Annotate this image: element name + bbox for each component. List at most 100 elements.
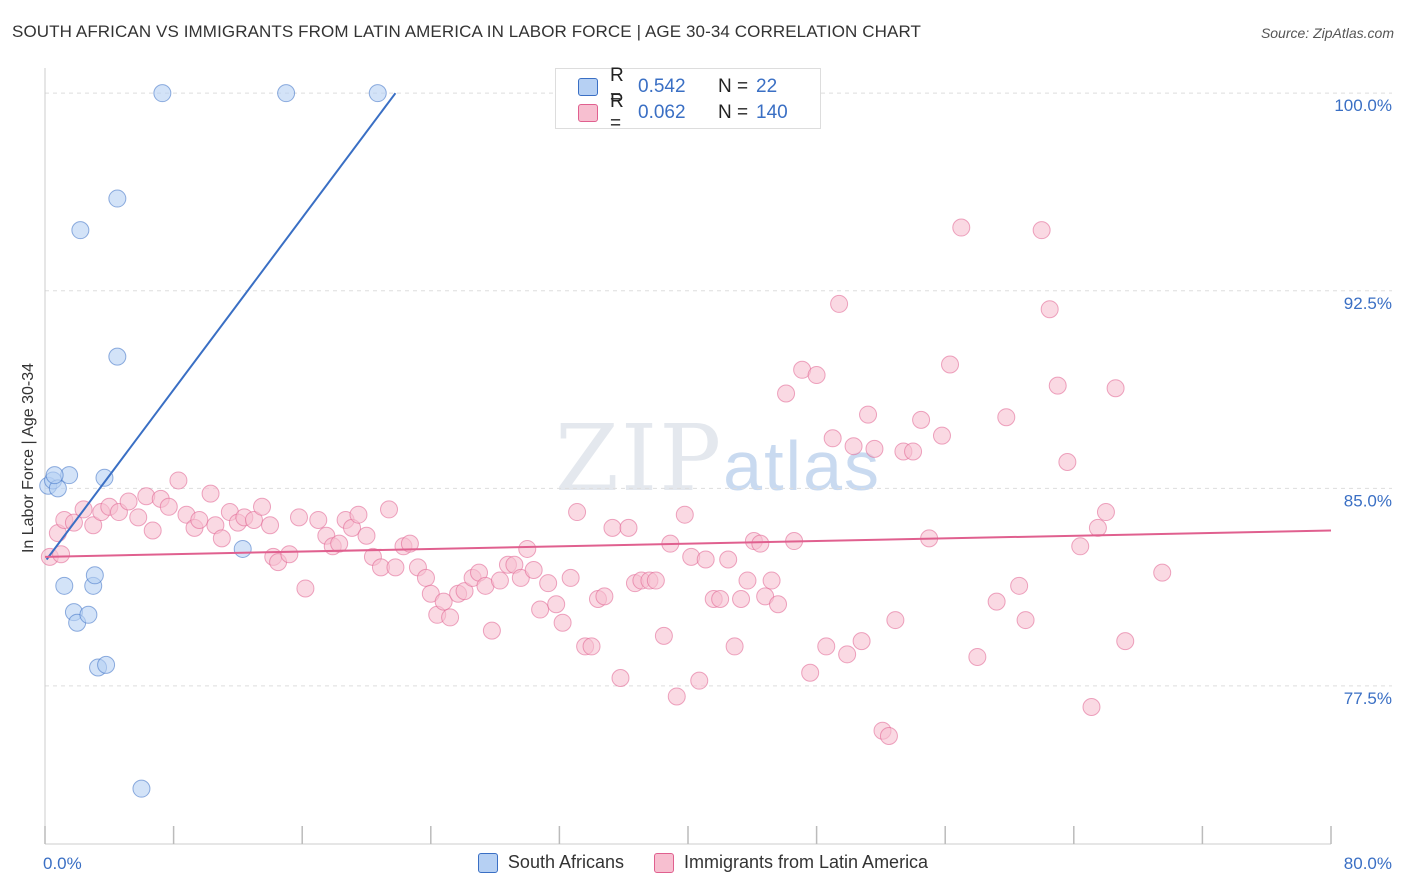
correlation-legend: R = 0.542 N = 22 R = 0.062 N = 140 <box>555 65 821 134</box>
point-latin-america <box>865 439 884 458</box>
point-latin-america <box>421 584 440 603</box>
y-tick-label: 92.5% <box>1344 294 1392 313</box>
legend-swatch-pink <box>654 852 674 873</box>
legend-label-latin-america: Immigrants from Latin America <box>684 852 929 872</box>
point-latin-america <box>595 587 614 606</box>
legend-row-latin-america: R = 0.062 N = 140 <box>578 91 788 134</box>
point-latin-america <box>296 579 315 598</box>
point-latin-america <box>1048 376 1067 395</box>
point-latin-america <box>357 526 376 545</box>
legend-item-south-africans: South Africans <box>477 852 624 873</box>
point-south-african <box>277 84 296 103</box>
point-latin-america <box>725 637 744 656</box>
x-tick-label-right: 80.0% <box>1344 854 1392 873</box>
point-latin-america <box>539 574 558 593</box>
point-latin-america <box>817 637 836 656</box>
point-latin-america <box>416 568 435 587</box>
point-latin-america <box>434 592 453 611</box>
point-latin-america <box>852 632 871 651</box>
point-latin-america <box>280 545 299 564</box>
y-tick-label: 100.0% <box>1334 96 1392 115</box>
point-south-african <box>79 605 98 624</box>
point-latin-america <box>1088 518 1107 537</box>
point-latin-america <box>1082 698 1101 717</box>
point-latin-america <box>830 294 849 313</box>
point-south-african <box>71 221 90 240</box>
point-latin-america <box>547 595 566 614</box>
point-south-african <box>45 466 64 485</box>
chart-source: Source: ZipAtlas.com <box>1260 25 1394 41</box>
x-tick-label-left: 0.0% <box>43 854 82 873</box>
chart-title: SOUTH AFRICAN VS IMMIGRANTS FROM LATIN A… <box>12 22 921 41</box>
legend-label-south-africans: South Africans <box>507 852 624 872</box>
point-latin-america <box>349 505 368 524</box>
point-latin-america <box>823 429 842 448</box>
trendline-south-africans <box>45 92 397 561</box>
point-latin-america <box>807 366 826 385</box>
point-latin-america <box>719 550 738 569</box>
point-latin-america <box>582 637 601 656</box>
point-latin-america <box>801 663 820 682</box>
point-latin-america <box>654 626 673 645</box>
point-latin-america <box>330 534 349 553</box>
watermark-zip: ZIP <box>555 405 724 512</box>
point-latin-america <box>490 571 509 590</box>
legend-r-value: 0.062 <box>638 102 686 123</box>
legend-r-label: R = <box>610 91 624 134</box>
point-latin-america <box>667 687 686 706</box>
legend-swatch-blue <box>477 852 498 873</box>
point-latin-america <box>400 534 419 553</box>
legend-n-label: N = <box>718 76 749 97</box>
point-latin-america <box>201 484 220 503</box>
point-latin-america <box>1116 632 1135 651</box>
point-latin-america <box>932 426 951 445</box>
point-latin-america <box>619 518 638 537</box>
legend-row-south-africans: R = 0.542 N = 22 <box>578 65 778 108</box>
legend-r-label: R = <box>610 65 624 108</box>
point-latin-america <box>879 726 898 745</box>
point-south-african <box>368 84 387 103</box>
point-south-african <box>108 189 127 208</box>
point-south-african <box>153 84 172 103</box>
point-latin-america <box>603 518 622 537</box>
point-latin-america <box>777 384 796 403</box>
point-latin-america <box>690 671 709 690</box>
point-latin-america <box>380 500 399 519</box>
legend-r-value: 0.542 <box>638 76 686 97</box>
point-latin-america <box>987 592 1006 611</box>
point-latin-america <box>52 545 71 564</box>
series-legend: South Africans Immigrants from Latin Ame… <box>0 852 1406 873</box>
point-latin-america <box>455 582 474 601</box>
point-latin-america <box>309 510 328 529</box>
point-south-african <box>132 779 151 798</box>
point-latin-america <box>169 471 188 490</box>
point-latin-america <box>441 608 460 627</box>
point-latin-america <box>769 595 788 614</box>
point-latin-america <box>751 534 770 553</box>
point-latin-america <box>1010 576 1029 595</box>
point-latin-america <box>190 510 209 529</box>
point-latin-america <box>675 505 694 524</box>
point-south-african <box>233 539 252 558</box>
point-latin-america <box>756 587 775 606</box>
point-latin-america <box>611 669 630 688</box>
y-tick-label: 77.5% <box>1344 689 1392 708</box>
point-south-african <box>55 576 74 595</box>
legend-item-latin-america: Immigrants from Latin America <box>654 852 928 873</box>
point-latin-america <box>696 550 715 569</box>
point-latin-america <box>732 589 751 608</box>
point-south-african <box>108 347 127 366</box>
point-latin-america <box>952 218 971 237</box>
point-latin-america <box>561 568 580 587</box>
point-latin-america <box>531 600 550 619</box>
point-latin-america <box>904 442 923 461</box>
point-latin-america <box>738 571 757 590</box>
legend-swatch-pink <box>578 104 598 122</box>
y-tick-label: 85.0% <box>1344 491 1392 510</box>
legend-swatch-blue <box>578 78 598 96</box>
trendline-latin-america <box>44 529 1332 558</box>
legend-n-value: 22 <box>756 76 778 97</box>
point-south-african <box>85 566 104 585</box>
point-latin-america <box>84 516 103 535</box>
